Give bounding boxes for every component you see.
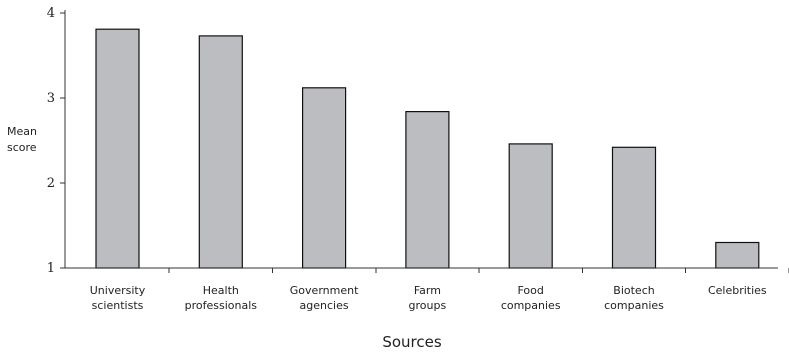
y-axis-title-line: score: [7, 141, 37, 154]
x-category-label-line: scientists: [92, 299, 144, 312]
x-category-label: University scientists: [90, 284, 146, 312]
x-category-label-line: Celebrities: [708, 284, 767, 297]
x-category-label: Government agencies: [290, 284, 359, 312]
y-axis-title-line: Mean: [7, 125, 37, 138]
y-tick-label: 1: [47, 261, 55, 276]
x-category-label-line: companies: [604, 299, 664, 312]
y-tick-label: 2: [47, 176, 55, 191]
x-category-label-line: Biotech: [613, 284, 654, 297]
y-axis-title: Mean score: [7, 125, 37, 154]
bar: [302, 87, 347, 269]
x-category-label: Biotech companies: [604, 284, 664, 312]
x-category-label: Food companies: [501, 284, 561, 312]
x-category-label-line: groups: [409, 299, 447, 312]
x-category-label-line: companies: [501, 299, 561, 312]
x-category-label-line: Health: [203, 284, 239, 297]
y-tick-label: 4: [47, 6, 55, 21]
bar: [198, 35, 243, 269]
x-category-label: Celebrities: [708, 284, 767, 297]
x-category-label-line: Farm: [414, 284, 441, 297]
x-category-labels: University scientists Health professionals G…: [90, 284, 767, 312]
bar: [715, 241, 760, 269]
y-axis: 1 2 3 4: [47, 6, 66, 276]
bars: [95, 28, 760, 269]
x-category-label: Health professionals: [185, 284, 258, 312]
bar: [508, 143, 553, 269]
x-category-label-line: agencies: [300, 299, 349, 312]
y-axis-label: Mean score: [7, 125, 37, 154]
x-axis-title: Sources: [382, 333, 442, 351]
bar: [611, 146, 657, 269]
x-category-label: Farm groups: [409, 284, 447, 312]
bar: [405, 110, 450, 269]
x-axis: [65, 267, 789, 273]
x-category-label-line: Government: [290, 284, 359, 297]
bar: [95, 28, 140, 269]
y-tick-label: 3: [47, 91, 55, 106]
x-category-label-line: University: [90, 284, 146, 297]
x-category-label-line: Food: [518, 284, 544, 297]
x-category-label-line: professionals: [185, 299, 258, 312]
